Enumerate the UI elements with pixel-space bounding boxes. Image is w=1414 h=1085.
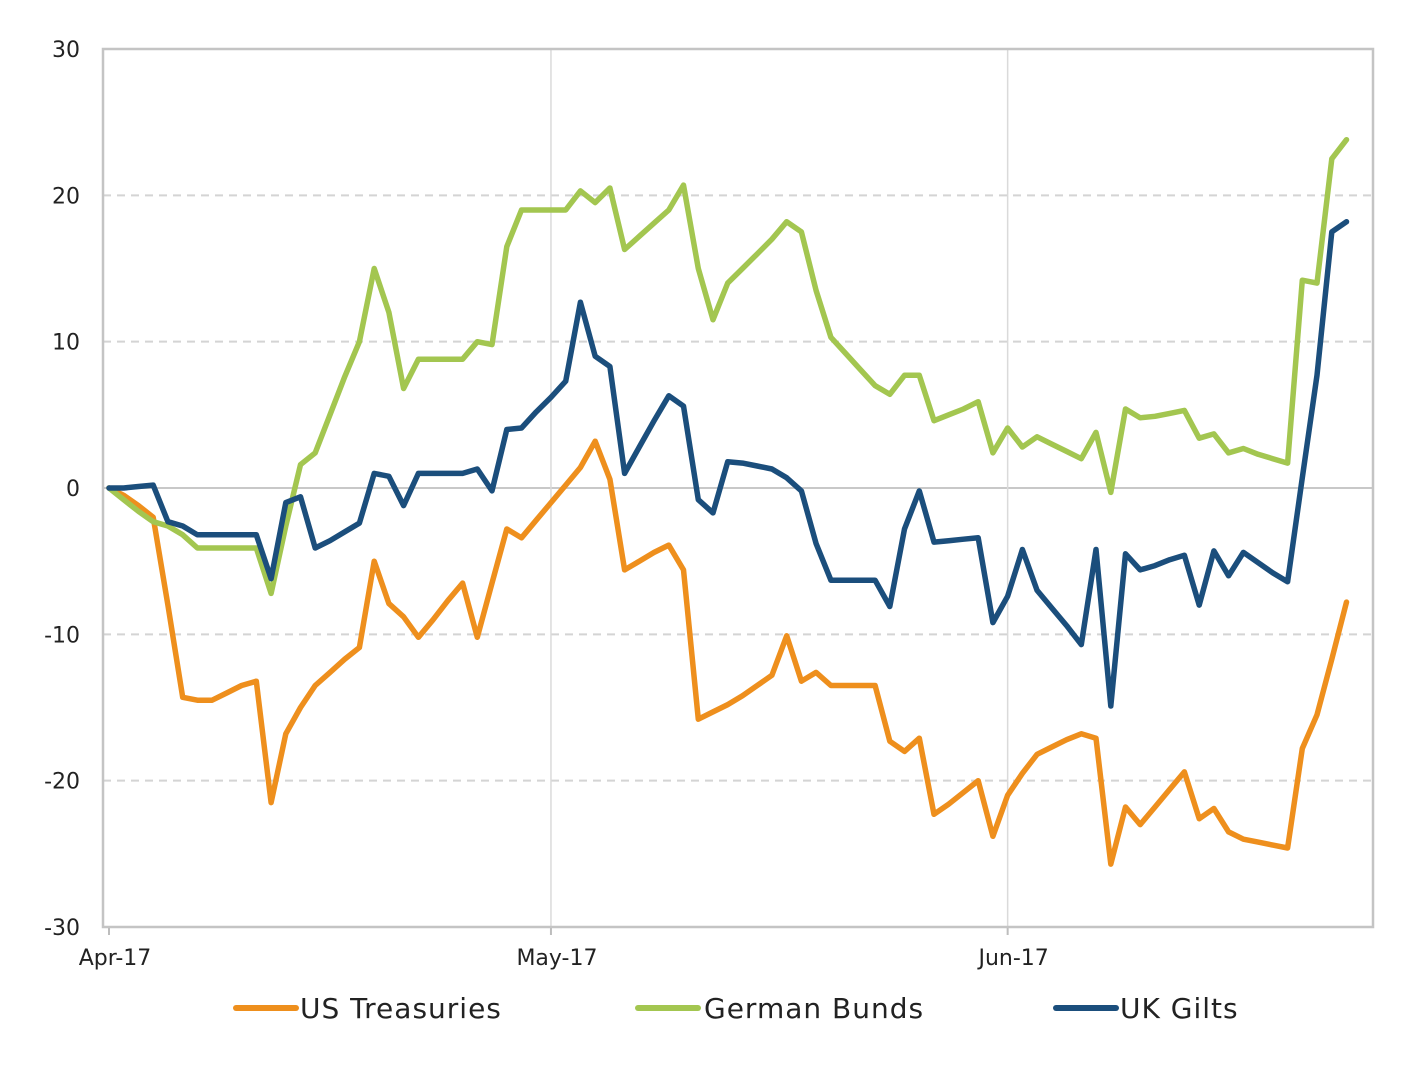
legend-label-uk-gilts: UK Gilts [1120, 992, 1239, 1025]
series-line-uk-gilts [106, 218, 1350, 709]
legend-label-german-bunds: German Bunds [704, 992, 924, 1025]
series-line-us-treasuries [106, 438, 1350, 867]
y-tick-label: -30 [44, 916, 80, 941]
grid [103, 49, 1373, 927]
x-tick-label: May-17 [516, 946, 597, 971]
y-tick-label: -10 [44, 623, 80, 648]
x-tick-label: Apr-17 [79, 946, 152, 971]
y-tick-label: 10 [52, 331, 80, 356]
axes [101, 47, 1375, 935]
y-tick-label: 20 [52, 184, 80, 209]
x-tick-label: Jun-17 [976, 946, 1048, 971]
y-tick-label: 30 [52, 38, 80, 63]
series-line-german-bunds [106, 136, 1350, 597]
y-tick-label: 0 [66, 477, 80, 502]
legend: US Treasuries German Bunds UK Gilts [233, 992, 1239, 1025]
series-lines [106, 136, 1350, 867]
tick-labels: 30 20 10 0 -10 -20 -30 Apr-17 May-17 Jun-17 [44, 38, 1049, 971]
y-tick-label: -20 [44, 770, 80, 795]
legend-label-us-treasuries: US Treasuries [300, 992, 502, 1025]
plot-frame [101, 47, 1375, 929]
